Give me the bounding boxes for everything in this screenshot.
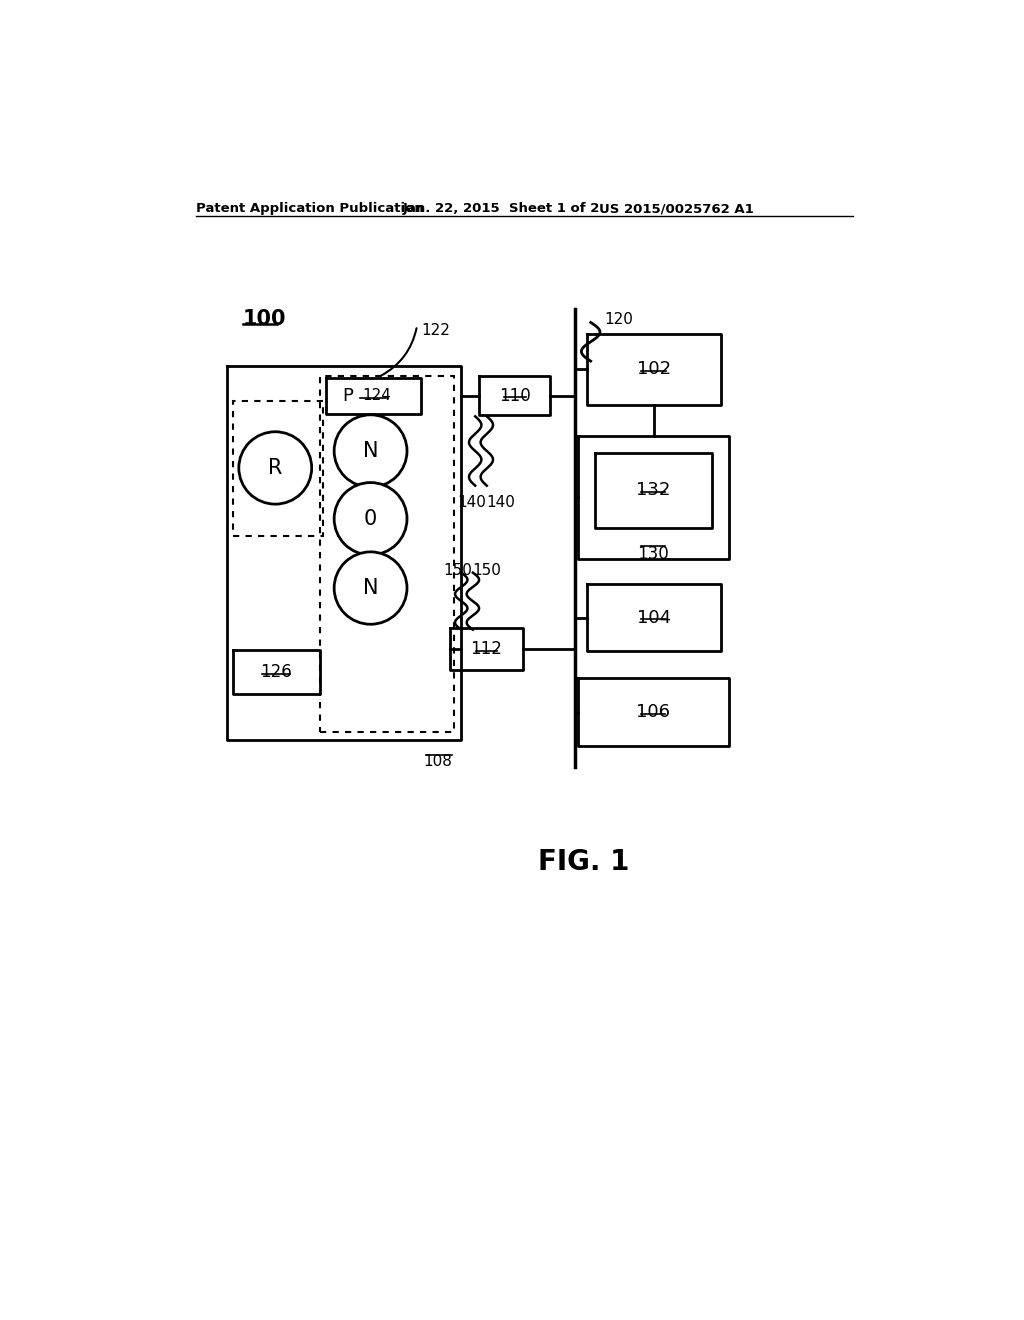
Text: 100: 100	[243, 309, 286, 329]
Text: 110: 110	[499, 387, 530, 404]
Text: 140: 140	[486, 495, 515, 510]
Text: 150: 150	[443, 564, 472, 578]
Text: 106: 106	[636, 704, 670, 721]
Text: 122: 122	[421, 323, 450, 338]
Text: 140: 140	[457, 495, 485, 510]
Text: R: R	[268, 458, 283, 478]
Text: 102: 102	[637, 360, 671, 379]
Text: 150: 150	[472, 564, 502, 578]
Text: US 2015/0025762 A1: US 2015/0025762 A1	[599, 202, 754, 215]
Text: 126: 126	[260, 663, 292, 681]
Circle shape	[334, 414, 407, 487]
Bar	[321, 376, 454, 733]
Text: Patent Application Publication: Patent Application Publication	[197, 202, 424, 215]
Circle shape	[334, 483, 407, 554]
Text: 104: 104	[637, 609, 671, 627]
Text: 108: 108	[423, 754, 452, 768]
Text: 132: 132	[636, 482, 671, 499]
Circle shape	[239, 432, 311, 504]
Text: P: P	[343, 387, 353, 405]
Text: Jan. 22, 2015  Sheet 1 of 2: Jan. 22, 2015 Sheet 1 of 2	[403, 202, 600, 215]
Text: N: N	[362, 441, 378, 461]
Text: 130: 130	[637, 545, 669, 562]
Bar	[232, 401, 324, 536]
Circle shape	[334, 552, 407, 624]
Text: 120: 120	[604, 313, 634, 327]
Text: 0: 0	[364, 508, 377, 529]
Text: 124: 124	[362, 388, 391, 404]
Text: FIG. 1: FIG. 1	[538, 847, 630, 875]
Text: 112: 112	[470, 640, 503, 659]
Text: N: N	[362, 578, 378, 598]
